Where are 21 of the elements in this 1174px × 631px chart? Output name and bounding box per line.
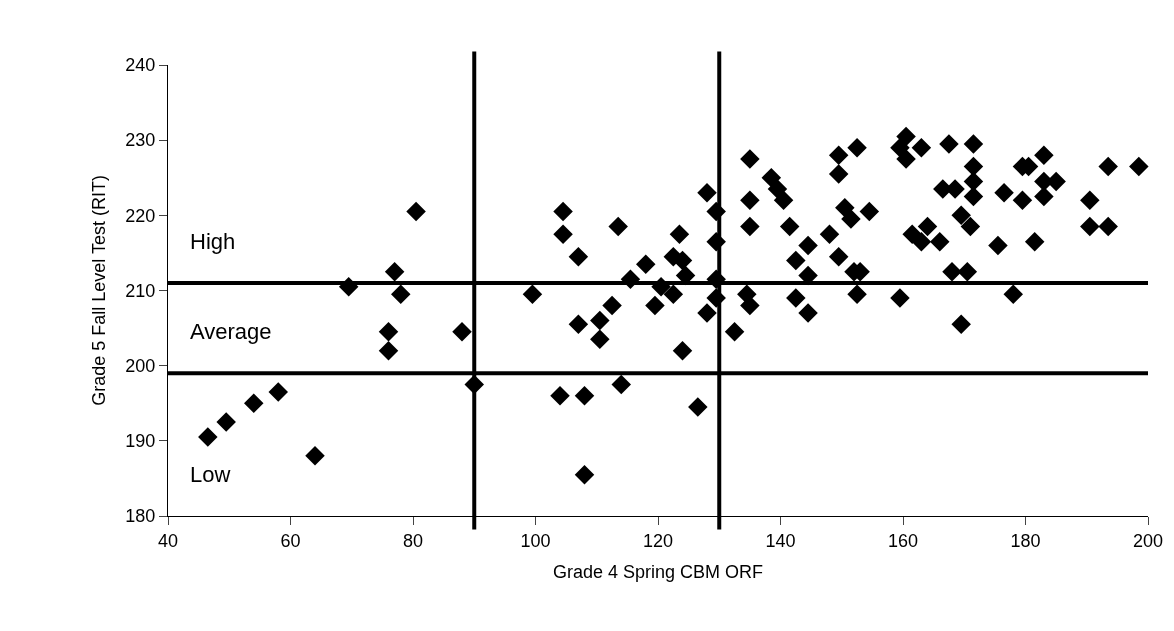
y-axis-title: Grade 5 Fall Level Test (RIT) — [88, 175, 109, 406]
x-tick-label: 80 — [402, 530, 424, 551]
x-tick-label: 200 — [1132, 530, 1164, 551]
x-tick-label: 100 — [520, 530, 551, 551]
y-tick-label: 240 — [125, 55, 156, 76]
x-tick-label: 120 — [642, 530, 674, 551]
x-tick-label: 180 — [1010, 530, 1041, 551]
x-axis-title: Grade 4 Spring CBM ORF — [552, 561, 764, 582]
x-tick-label: 60 — [280, 530, 301, 551]
annotation: Average — [190, 319, 272, 344]
annotation: Low — [190, 462, 231, 487]
y-tick-label: 210 — [125, 280, 156, 301]
y-tick-label: 230 — [125, 130, 156, 151]
x-tick-label: 160 — [887, 530, 919, 551]
x-tick-label: 40 — [157, 530, 179, 551]
annotation: High — [190, 229, 236, 254]
y-tick-label: 200 — [125, 355, 156, 376]
y-tick-label: 180 — [125, 506, 156, 527]
y-tick-label: 220 — [125, 205, 156, 226]
y-tick-label: 190 — [125, 431, 156, 452]
x-tick-label: 140 — [765, 530, 796, 551]
